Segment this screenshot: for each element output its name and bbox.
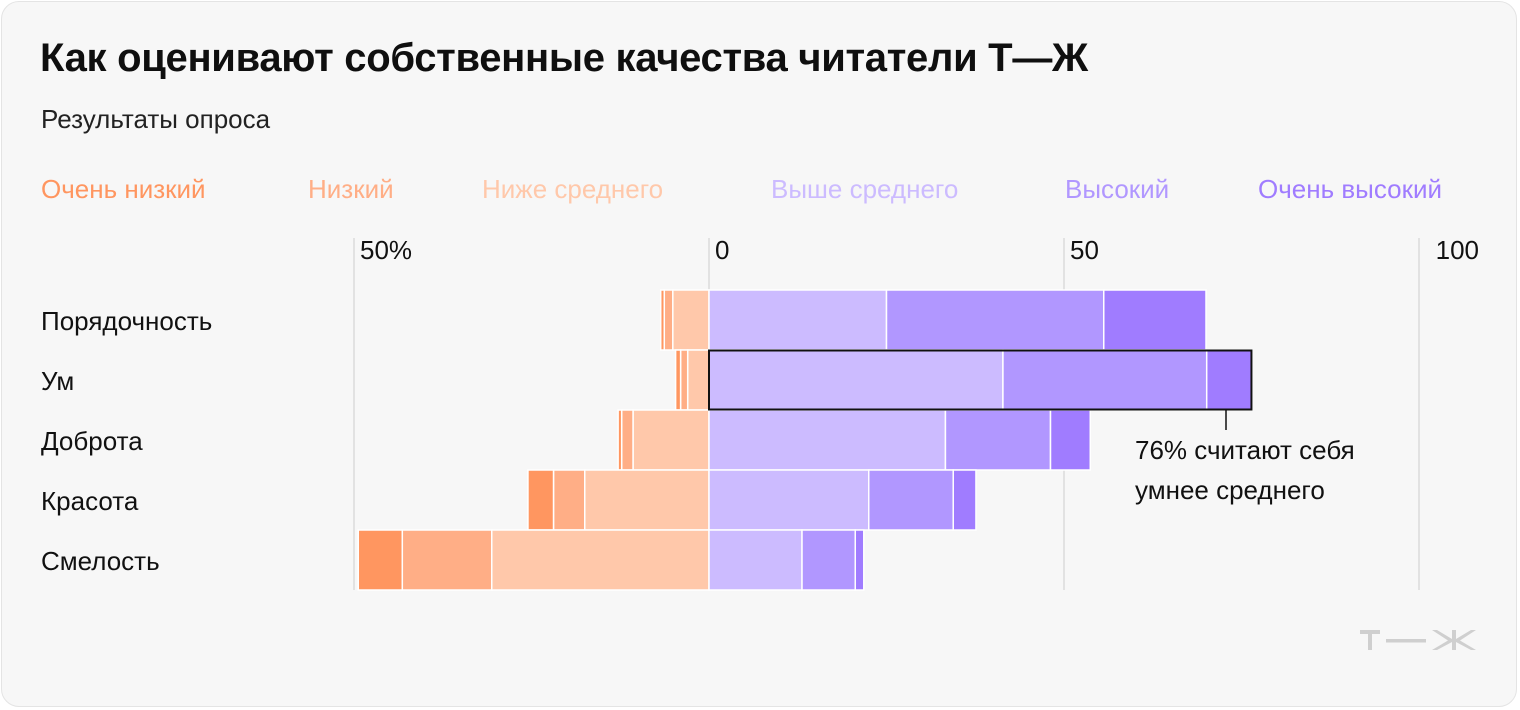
bar-segment bbox=[672, 289, 710, 351]
bar-segment bbox=[357, 529, 404, 591]
annotation-line-1: 76% считают себя bbox=[1135, 435, 1355, 465]
legend-item-very-low: Очень низкий bbox=[41, 174, 206, 204]
bar-segment bbox=[708, 289, 888, 351]
bar-segment bbox=[708, 529, 803, 591]
bar-segment bbox=[868, 469, 954, 531]
chart-subtitle: Результаты опроса bbox=[41, 104, 271, 134]
bar-segment bbox=[1049, 409, 1092, 471]
legend-item-below-average: Ниже среднего bbox=[482, 174, 664, 204]
bar-segment bbox=[632, 409, 710, 471]
x-tick-label: 50% bbox=[360, 235, 412, 265]
bar-segment bbox=[708, 409, 947, 471]
bar-segment bbox=[401, 529, 493, 591]
chart-title: Как оценивают собственные качества читат… bbox=[40, 36, 1088, 80]
bars bbox=[357, 289, 1253, 591]
legend-item-above-average: Выше среднего bbox=[771, 174, 959, 204]
bar-segment bbox=[854, 529, 865, 591]
highlight-outline bbox=[708, 349, 1253, 411]
x-tick-label: 0 bbox=[715, 235, 729, 265]
bar-segment bbox=[490, 529, 710, 591]
bar-segment bbox=[1205, 349, 1253, 411]
x-axis-ticks: 50% 0 50 100 bbox=[360, 235, 1479, 265]
category-label: Красота bbox=[41, 486, 139, 516]
bar-segment bbox=[708, 469, 870, 531]
bar-segment bbox=[952, 469, 977, 531]
category-labels: Порядочность Ум Доброта Красота Смелость bbox=[41, 306, 212, 576]
bar-segment bbox=[617, 409, 623, 471]
tzh-logo-icon bbox=[1360, 630, 1476, 650]
bar-segment bbox=[885, 289, 1105, 351]
bar-segment bbox=[527, 469, 555, 531]
bar-segment bbox=[674, 349, 682, 411]
category-label: Смелость bbox=[41, 546, 160, 576]
category-label: Доброта bbox=[41, 426, 143, 456]
legend-item-low: Низкий bbox=[308, 174, 394, 204]
bar-segment bbox=[679, 349, 689, 411]
bar-segment bbox=[1002, 349, 1208, 411]
legend-item-high: Высокий bbox=[1065, 174, 1170, 204]
bar-segment bbox=[801, 529, 857, 591]
bar-segment bbox=[686, 349, 710, 411]
category-label: Ум bbox=[41, 366, 74, 396]
x-tick-label: 100 bbox=[1436, 235, 1479, 265]
bar-segment bbox=[659, 289, 666, 351]
x-tick-label: 50 bbox=[1070, 235, 1099, 265]
bar-segment bbox=[663, 289, 674, 351]
bar-segment bbox=[584, 469, 710, 531]
legend-item-very-high: Очень высокий bbox=[1258, 174, 1443, 204]
annotation: 76% считают себя умнее среднего bbox=[1135, 410, 1355, 505]
bar-segment bbox=[944, 409, 1052, 471]
bar-segment bbox=[552, 469, 586, 531]
annotation-line-2: умнее среднего bbox=[1135, 475, 1325, 505]
category-label: Порядочность bbox=[41, 306, 212, 336]
bar-segment bbox=[708, 349, 1004, 411]
bar-segment bbox=[620, 409, 634, 471]
bar-segment bbox=[1103, 289, 1207, 351]
